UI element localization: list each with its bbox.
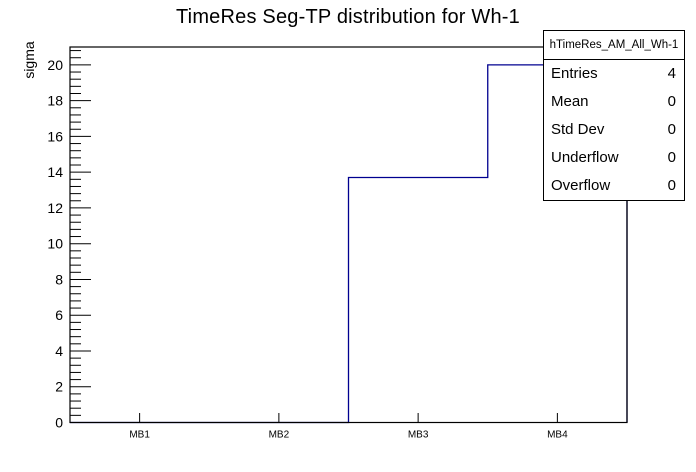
y-tick-label: 12 (47, 200, 63, 216)
x-tick-label: MB1 (129, 430, 150, 441)
stats-box-title: hTimeRes_AM_All_Wh-1 (544, 31, 684, 60)
stats-value: 0 (667, 149, 676, 166)
stats-value: 0 (667, 177, 676, 194)
y-tick-label: 4 (55, 343, 63, 359)
x-tick-label: MB3 (408, 430, 429, 441)
y-tick-label: 6 (55, 307, 63, 323)
stats-box: hTimeRes_AM_All_Wh-1 Entries 4 Mean 0 St… (543, 30, 685, 201)
stats-label: Entries (551, 65, 598, 82)
y-tick-label: 0 (55, 415, 63, 431)
x-tick-label: MB2 (269, 430, 290, 441)
y-tick-label: 2 (55, 379, 63, 395)
plot-title: TimeRes Seg-TP distribution for Wh-1 (176, 6, 520, 28)
stats-row-mean: Mean 0 (544, 88, 684, 116)
y-tick-label: 18 (47, 93, 63, 109)
stats-row-entries: Entries 4 (544, 60, 684, 88)
y-tick-label: 8 (55, 271, 63, 287)
y-tick-label: 14 (47, 164, 63, 180)
y-tick-label: 16 (47, 128, 63, 144)
y-tick-label: 20 (47, 57, 63, 73)
stats-label: Mean (551, 93, 589, 110)
y-tick-label: 10 (47, 236, 63, 252)
stats-value: 0 (667, 93, 676, 110)
stats-row-stddev: Std Dev 0 (544, 116, 684, 144)
stats-value: 4 (667, 65, 676, 82)
stats-value: 0 (667, 121, 676, 138)
stats-label: Overflow (551, 177, 611, 194)
stats-label: Underflow (551, 149, 619, 166)
stats-label: Std Dev (551, 121, 605, 138)
stats-row-overflow: Overflow 0 (544, 172, 684, 200)
plot-frame (69, 46, 628, 424)
x-tick-label: MB4 (547, 430, 568, 441)
stats-row-underflow: Underflow 0 (544, 144, 684, 172)
